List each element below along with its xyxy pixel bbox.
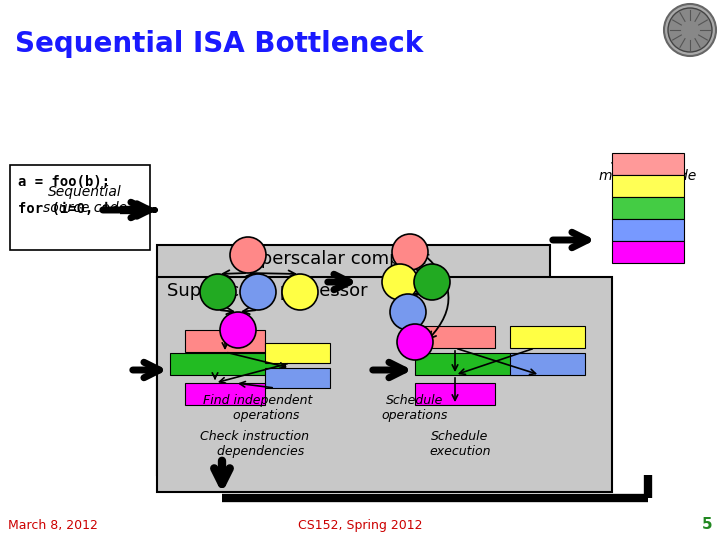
Circle shape xyxy=(390,294,426,330)
Text: Check instruction
   dependencies: Check instruction dependencies xyxy=(200,430,310,458)
Text: Sequential ISA Bottleneck: Sequential ISA Bottleneck xyxy=(15,30,423,58)
Text: a = foo(b);: a = foo(b); xyxy=(18,175,110,189)
Text: for (i=0, i<: for (i=0, i< xyxy=(18,202,119,216)
Bar xyxy=(612,197,684,219)
Circle shape xyxy=(200,274,236,310)
Bar xyxy=(415,326,495,348)
Text: March 8, 2012: March 8, 2012 xyxy=(8,519,98,532)
Bar xyxy=(612,175,684,197)
Text: Superscalar compiler: Superscalar compiler xyxy=(238,250,429,268)
Circle shape xyxy=(414,264,450,300)
Circle shape xyxy=(382,264,418,300)
Bar xyxy=(612,219,684,241)
Bar xyxy=(157,245,550,475)
Text: Sequential
machine code: Sequential machine code xyxy=(599,153,697,183)
Bar xyxy=(185,330,265,352)
Circle shape xyxy=(392,234,428,270)
Text: Schedule
operations: Schedule operations xyxy=(382,394,448,422)
Text: Schedule
execution: Schedule execution xyxy=(429,430,491,458)
Bar xyxy=(415,353,530,375)
Text: Sequential
source code: Sequential source code xyxy=(43,185,127,215)
Circle shape xyxy=(230,237,266,273)
Bar xyxy=(185,383,265,405)
Circle shape xyxy=(282,274,318,310)
Text: Find independent
    operations: Find independent operations xyxy=(203,394,312,422)
Bar xyxy=(612,153,684,175)
Bar xyxy=(265,343,330,363)
Bar xyxy=(510,326,585,348)
Text: CS152, Spring 2012: CS152, Spring 2012 xyxy=(298,519,422,532)
Bar xyxy=(170,353,285,375)
Text: 5: 5 xyxy=(701,517,712,532)
Circle shape xyxy=(668,8,712,52)
Circle shape xyxy=(664,4,716,56)
Bar xyxy=(612,241,684,263)
Circle shape xyxy=(397,324,433,360)
Bar xyxy=(415,383,495,405)
Circle shape xyxy=(220,312,256,348)
Text: Superscalar processor: Superscalar processor xyxy=(167,282,368,300)
Bar xyxy=(10,165,150,250)
Circle shape xyxy=(240,274,276,310)
Bar xyxy=(157,277,612,492)
Bar xyxy=(510,353,585,375)
Bar xyxy=(265,368,330,388)
